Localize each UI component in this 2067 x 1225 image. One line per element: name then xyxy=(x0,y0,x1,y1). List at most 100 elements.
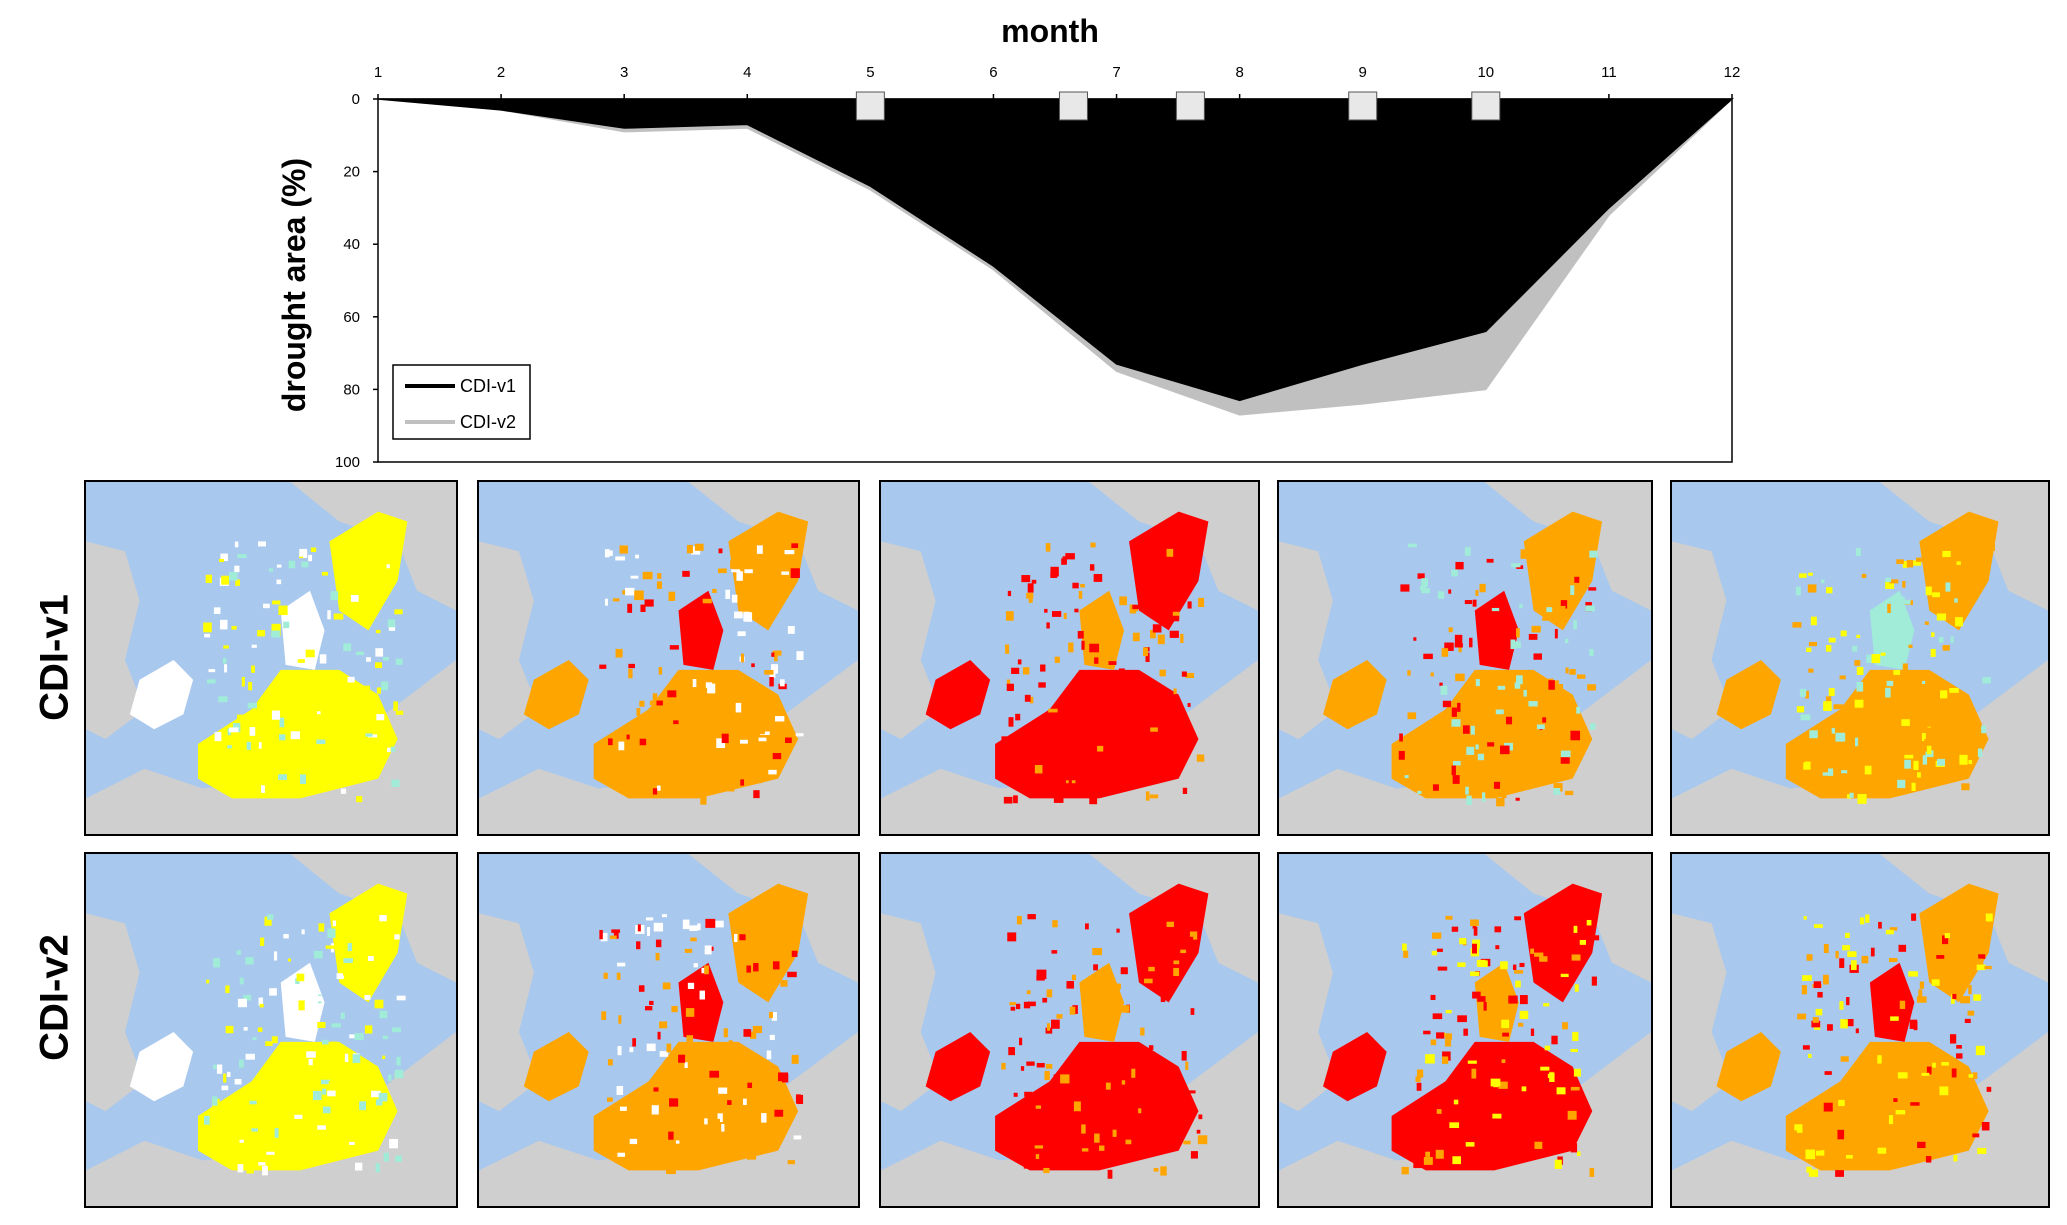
x-tick-label: 5 xyxy=(866,64,874,81)
month-marker xyxy=(1058,91,1088,121)
map-panel-row2-col2 xyxy=(477,852,860,1208)
month-marker xyxy=(1471,91,1501,121)
month-marker xyxy=(1175,91,1205,121)
region-continent xyxy=(995,1041,1199,1171)
legend-label-cdi-v2: CDI-v2 xyxy=(460,412,516,432)
region-peninsula xyxy=(1869,590,1915,670)
region-north xyxy=(1129,883,1209,1003)
region-uk xyxy=(925,659,991,730)
x-tick-label: 7 xyxy=(1112,64,1120,81)
region-peninsula xyxy=(678,590,724,670)
outside-land-west xyxy=(1672,541,1732,740)
region-peninsula xyxy=(1869,962,1915,1042)
outside-land-south xyxy=(881,1031,1258,1206)
region-peninsula xyxy=(1079,962,1125,1042)
region-uk xyxy=(523,1031,589,1102)
x-tick-label: 4 xyxy=(743,64,751,81)
outside-land-south xyxy=(1672,659,2048,834)
outside-land-west xyxy=(1279,541,1338,740)
outside-land-north xyxy=(290,854,456,983)
month-marker xyxy=(1348,91,1378,121)
region-north xyxy=(329,883,408,1003)
y-tick-label: 0 xyxy=(352,91,360,108)
x-tick-label: 1 xyxy=(374,64,382,81)
map-panel-row1-col2 xyxy=(477,480,860,836)
x-tick-label: 8 xyxy=(1235,64,1243,81)
region-continent xyxy=(197,1041,398,1171)
region-uk xyxy=(129,1031,194,1102)
legend-box xyxy=(392,364,531,440)
outside-land-west xyxy=(1672,913,1732,1112)
x-tick-label: 9 xyxy=(1359,64,1367,81)
outside-land-west xyxy=(86,541,145,740)
region-continent xyxy=(593,1041,799,1171)
region-north xyxy=(1523,511,1603,631)
region-north xyxy=(329,511,408,631)
x-axis-title: month xyxy=(1001,13,1099,49)
map-panel-row1-col3 xyxy=(879,480,1260,836)
region-north xyxy=(728,883,809,1003)
outside-land-north xyxy=(1089,854,1258,983)
row-label-cdi-v2: CDI-v2 xyxy=(32,934,77,1061)
x-tick-label: 11 xyxy=(1601,64,1617,81)
month-marker xyxy=(855,91,885,121)
region-peninsula xyxy=(1474,590,1519,670)
region-uk xyxy=(1323,659,1387,730)
row-label-cdi-v1: CDI-v1 xyxy=(32,594,77,721)
region-continent xyxy=(1391,1041,1593,1171)
map-panel-row1-col4 xyxy=(1277,480,1653,836)
legend-label-cdi-v1: CDI-v1 xyxy=(460,376,516,396)
x-tick-label: 6 xyxy=(989,64,997,81)
outside-land-south xyxy=(881,659,1258,834)
outside-land-north xyxy=(1879,854,2048,983)
region-north xyxy=(1919,511,1999,631)
outside-land-south xyxy=(86,1031,456,1206)
region-uk xyxy=(523,659,589,730)
x-tick-label: 2 xyxy=(497,64,505,81)
outside-land-north xyxy=(1484,482,1651,611)
map-panel-row2-col5 xyxy=(1670,852,2050,1208)
x-tick-label: 3 xyxy=(620,64,628,81)
outside-land-west xyxy=(881,541,941,740)
map-panel-row1-col5 xyxy=(1670,480,2050,836)
x-tick-label: 10 xyxy=(1477,64,1494,81)
region-uk xyxy=(1716,659,1781,730)
outside-land-south xyxy=(479,1031,858,1206)
region-uk xyxy=(925,1031,991,1102)
outside-land-south xyxy=(1672,1031,2048,1206)
region-uk xyxy=(129,659,194,730)
outside-land-north xyxy=(688,854,858,983)
map-panel-row1-col1 xyxy=(84,480,458,836)
outside-land-west xyxy=(479,913,539,1112)
outside-land-south xyxy=(86,659,456,834)
y-axis-title: drought area (%) xyxy=(276,158,312,412)
map-panel-row2-col3 xyxy=(879,852,1260,1208)
region-continent xyxy=(1391,669,1593,799)
outside-land-south xyxy=(479,659,858,834)
region-continent xyxy=(995,669,1199,799)
outside-land-west xyxy=(86,913,145,1112)
outside-land-north xyxy=(1089,482,1258,611)
outside-land-north xyxy=(1484,854,1651,983)
legend: CDI-v1 CDI-v2 xyxy=(392,364,531,440)
region-north xyxy=(728,511,809,631)
region-continent xyxy=(593,669,799,799)
area-cdi-v1 xyxy=(377,98,1734,402)
outside-land-north xyxy=(1879,482,2048,611)
map-panel-row2-col1 xyxy=(84,852,458,1208)
region-uk xyxy=(1323,1031,1387,1102)
y-tick-label: 40 xyxy=(343,236,360,253)
region-peninsula xyxy=(678,962,724,1042)
drought-area-chart: month drought area (%) 1 2 3 4 5 6 7 8 9 10 11 1202… xyxy=(276,13,1740,470)
map-panel-row2-col4 xyxy=(1277,852,1653,1208)
outside-land-west xyxy=(1279,913,1338,1112)
y-tick-label: 20 xyxy=(343,164,360,181)
y-tick-label: 100 xyxy=(335,454,360,470)
region-uk xyxy=(1716,1031,1781,1102)
outside-land-west xyxy=(881,913,941,1112)
y-tick-label: 80 xyxy=(343,381,360,398)
region-north xyxy=(1129,511,1209,631)
outside-land-north xyxy=(688,482,858,611)
x-tick-label: 12 xyxy=(1724,64,1741,81)
